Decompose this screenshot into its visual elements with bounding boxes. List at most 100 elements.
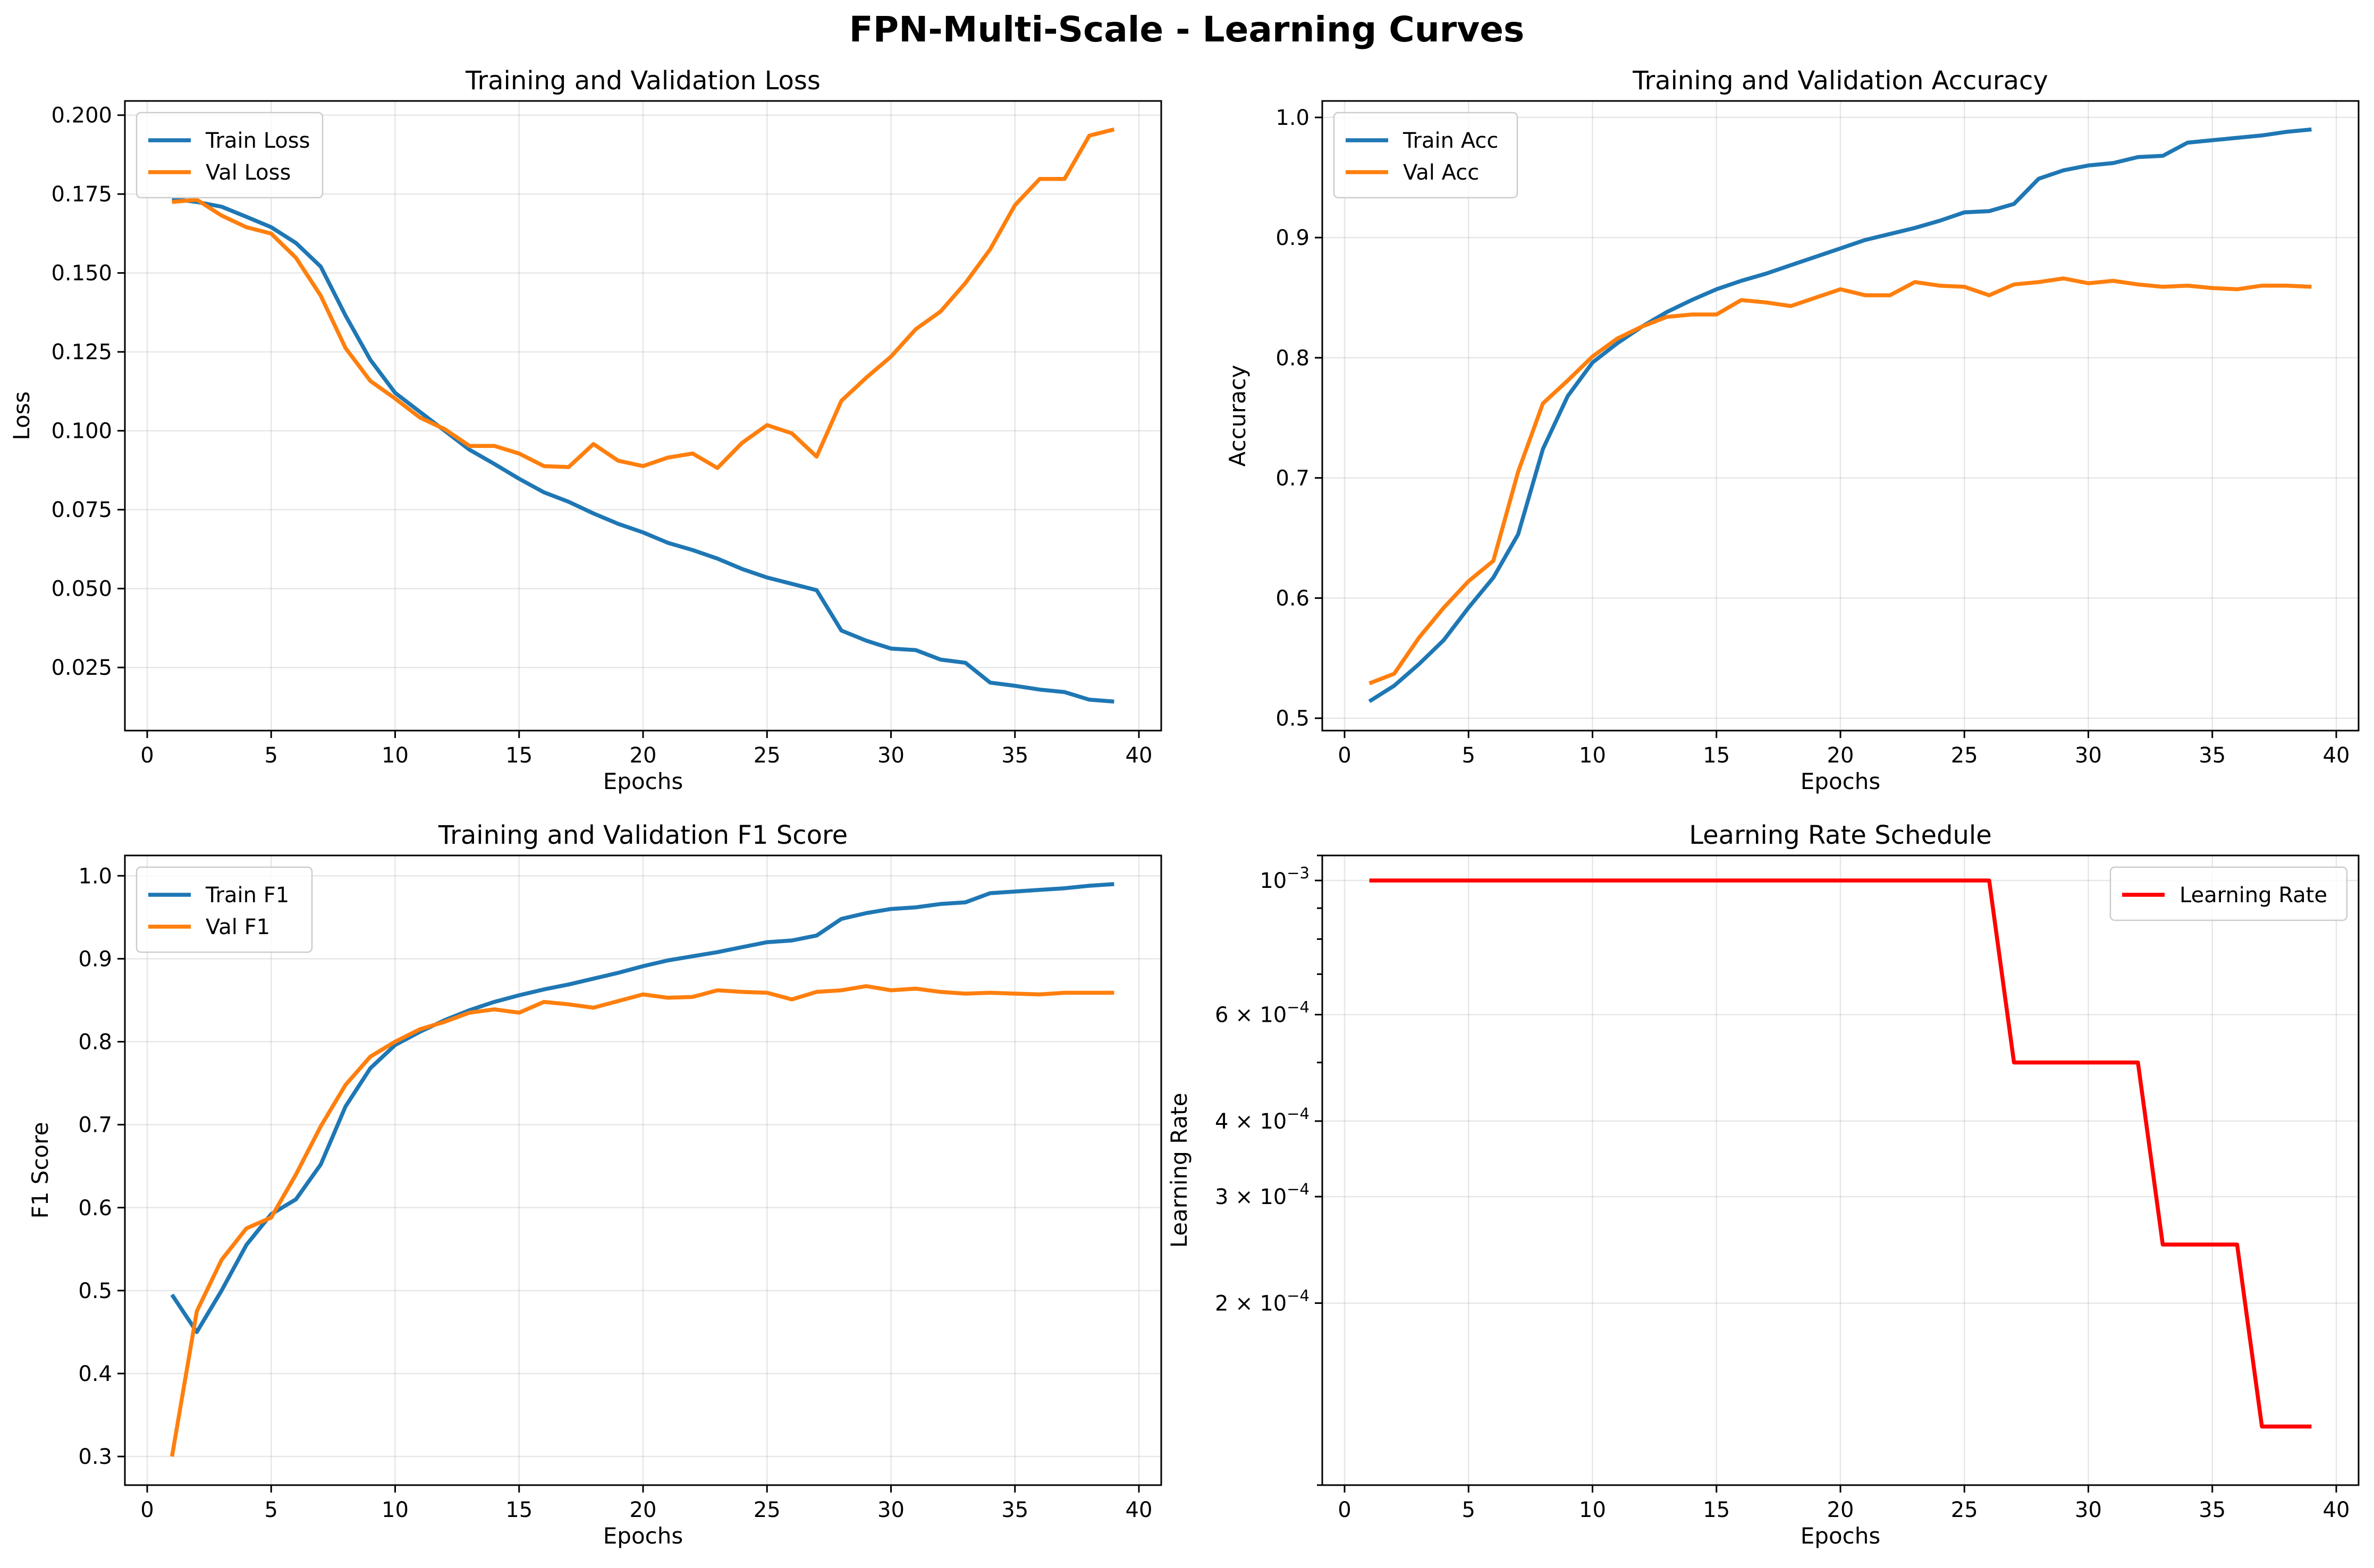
y-tick-label: 0.050 bbox=[51, 577, 112, 601]
x-tick-label: 5 bbox=[1462, 743, 1475, 768]
legend-entry: Val Loss bbox=[206, 160, 291, 185]
x-tick-label: 10 bbox=[382, 743, 409, 768]
y-tick-label: 0.025 bbox=[51, 656, 112, 680]
series-line-val-loss bbox=[172, 127, 1115, 470]
y-tick-label-base: 10 bbox=[1260, 869, 1287, 893]
x-tick-label: 20 bbox=[630, 743, 657, 768]
x-axis-label: Epochs bbox=[1801, 768, 1881, 794]
y-tick-label: 4 × 10−4 bbox=[1215, 1105, 1309, 1134]
y-axis-label: Learning Rate bbox=[1166, 1093, 1192, 1248]
legend: Learning Rate bbox=[2109, 866, 2348, 921]
y-tick-label: 0.175 bbox=[51, 182, 112, 207]
x-tick-label: 40 bbox=[2323, 743, 2350, 768]
y-tick-label-base: 2 × 10 bbox=[1215, 1291, 1287, 1316]
subplot-title: Learning Rate Schedule bbox=[1689, 820, 1992, 850]
y-tick-label: 10−3 bbox=[1260, 864, 1309, 893]
y-tick-label-exponent: −4 bbox=[1287, 1180, 1309, 1198]
x-tick-label: 20 bbox=[1827, 1498, 1854, 1522]
x-tick-label: 0 bbox=[140, 1498, 154, 1522]
x-axis-label: Epochs bbox=[1801, 1523, 1881, 1549]
y-tick-label: 0.5 bbox=[78, 1279, 112, 1303]
legend-frame bbox=[136, 866, 313, 953]
legend-entry: Train Loss bbox=[205, 129, 310, 153]
y-tick-label: 0.8 bbox=[78, 1030, 112, 1055]
x-tick-label: 35 bbox=[2199, 1498, 2226, 1522]
y-tick-label: 0.6 bbox=[78, 1196, 112, 1221]
legend: Train Acc Val Acc bbox=[1333, 112, 1518, 199]
x-tick-label: 0 bbox=[1338, 1498, 1351, 1522]
x-tick-label: 25 bbox=[1951, 1498, 1978, 1522]
x-tick-label: 20 bbox=[1827, 743, 1854, 768]
x-tick-label: 35 bbox=[2199, 743, 2226, 768]
x-tick-label: 40 bbox=[1126, 1498, 1153, 1522]
x-tick-label: 10 bbox=[1579, 1498, 1606, 1522]
subplot-f1: 0 5 10 15 20 25 30 35 40 0.3 0.4 0.5 0.6 0.7 0.8 0.9 1.0… bbox=[27, 820, 1162, 1549]
y-tick-label-base: 3 × 10 bbox=[1215, 1185, 1287, 1209]
x-tick-label: 40 bbox=[2323, 1498, 2350, 1522]
subplot-lr: 0 5 10 15 20 25 30 35 402 × 10−43 × 10−44 × 10−4… bbox=[1166, 820, 2360, 1549]
y-tick-label: 1.0 bbox=[1275, 106, 1309, 130]
x-tick-label: 40 bbox=[1126, 743, 1153, 768]
y-axis-label: Loss bbox=[9, 391, 35, 440]
y-tick-label-base: 4 × 10 bbox=[1215, 1109, 1287, 1134]
y-tick-label-exponent: −4 bbox=[1287, 1105, 1309, 1123]
x-tick-label: 30 bbox=[2075, 743, 2102, 768]
y-tick-label: 2 × 10−4 bbox=[1215, 1286, 1309, 1316]
legend-frame bbox=[1333, 112, 1518, 199]
x-tick-label: 10 bbox=[1579, 743, 1606, 768]
x-axis-label: Epochs bbox=[603, 768, 683, 794]
legend: Train F1 Val F1 bbox=[136, 866, 313, 953]
y-tick-label: 0.150 bbox=[51, 261, 112, 286]
x-tick-label: 10 bbox=[382, 1498, 409, 1522]
legend-frame bbox=[136, 112, 324, 199]
x-tick-label: 20 bbox=[630, 1498, 657, 1522]
series-line-train-f1 bbox=[170, 882, 1114, 1334]
legend-entry: Val F1 bbox=[206, 915, 270, 939]
y-tick-label: 0.9 bbox=[1275, 226, 1309, 250]
y-tick-label-exponent: −4 bbox=[1287, 1286, 1309, 1304]
x-tick-label: 30 bbox=[2075, 1498, 2102, 1522]
y-tick-label: 1.0 bbox=[78, 864, 112, 888]
y-tick-label: 0.200 bbox=[51, 104, 112, 128]
y-axis-label: Accuracy bbox=[1224, 365, 1251, 467]
x-axis-label: Epochs bbox=[603, 1523, 683, 1549]
legend-entry: Learning Rate bbox=[2179, 883, 2327, 908]
y-tick-label: 0.100 bbox=[51, 419, 112, 444]
subplot-accuracy: 0 5 10 15 20 25 30 35 40 0.5 0.6 0.7 0.8 0.9 1.0 Traini… bbox=[1224, 66, 2360, 794]
x-tick-label: 25 bbox=[754, 743, 781, 768]
series-line-train-acc bbox=[1368, 127, 2312, 704]
x-tick-label: 15 bbox=[1703, 743, 1730, 768]
y-tick-label: 0.9 bbox=[78, 947, 112, 971]
legend-entry: Val Acc bbox=[1403, 160, 1479, 185]
y-tick-label: 0.3 bbox=[78, 1445, 112, 1469]
subplot-title: Training and Validation F1 Score bbox=[438, 820, 848, 850]
figure-suptitle: FPN-Multi-Scale - Learning Curves bbox=[849, 9, 1525, 50]
y-tick-label-exponent: −3 bbox=[1287, 864, 1309, 882]
series-line-train-loss bbox=[172, 197, 1114, 704]
y-tick-label: 0.8 bbox=[1275, 346, 1309, 370]
subplot-loss: 0 5 10 15 20 25 30 35 40 0.025 0.050 0.075 0.100 0.12… bbox=[9, 66, 1162, 794]
y-tick-label: 0.7 bbox=[1275, 466, 1309, 490]
y-tick-label: 0.5 bbox=[1275, 707, 1309, 731]
x-tick-label: 35 bbox=[1001, 1498, 1028, 1522]
legend-frame bbox=[2109, 866, 2348, 921]
x-tick-label: 5 bbox=[265, 1498, 278, 1522]
legend-entry: Train Acc bbox=[1403, 129, 1498, 153]
x-tick-label: 30 bbox=[877, 743, 905, 768]
y-axis-label: F1 Score bbox=[27, 1122, 53, 1219]
series-line-learning-rate bbox=[1369, 878, 2312, 1429]
x-tick-label: 25 bbox=[754, 1498, 781, 1522]
x-tick-label: 15 bbox=[1703, 1498, 1730, 1522]
subplot-title: Training and Validation Loss bbox=[465, 66, 821, 96]
legend: Train Loss Val Loss bbox=[136, 112, 324, 199]
y-tick-label-exponent: −4 bbox=[1287, 998, 1309, 1016]
x-tick-label: 5 bbox=[265, 743, 278, 768]
y-tick-label: 3 × 10−4 bbox=[1215, 1180, 1309, 1209]
y-tick-label: 0.7 bbox=[78, 1113, 112, 1138]
y-tick-label: 0.4 bbox=[78, 1362, 112, 1386]
series-line-val-acc bbox=[1368, 276, 2312, 685]
subplot-grid: 0 5 10 15 20 25 30 35 40 0.025 0.050 0.075 0.100 0.12… bbox=[9, 66, 2360, 1549]
x-tick-label: 0 bbox=[140, 743, 154, 768]
